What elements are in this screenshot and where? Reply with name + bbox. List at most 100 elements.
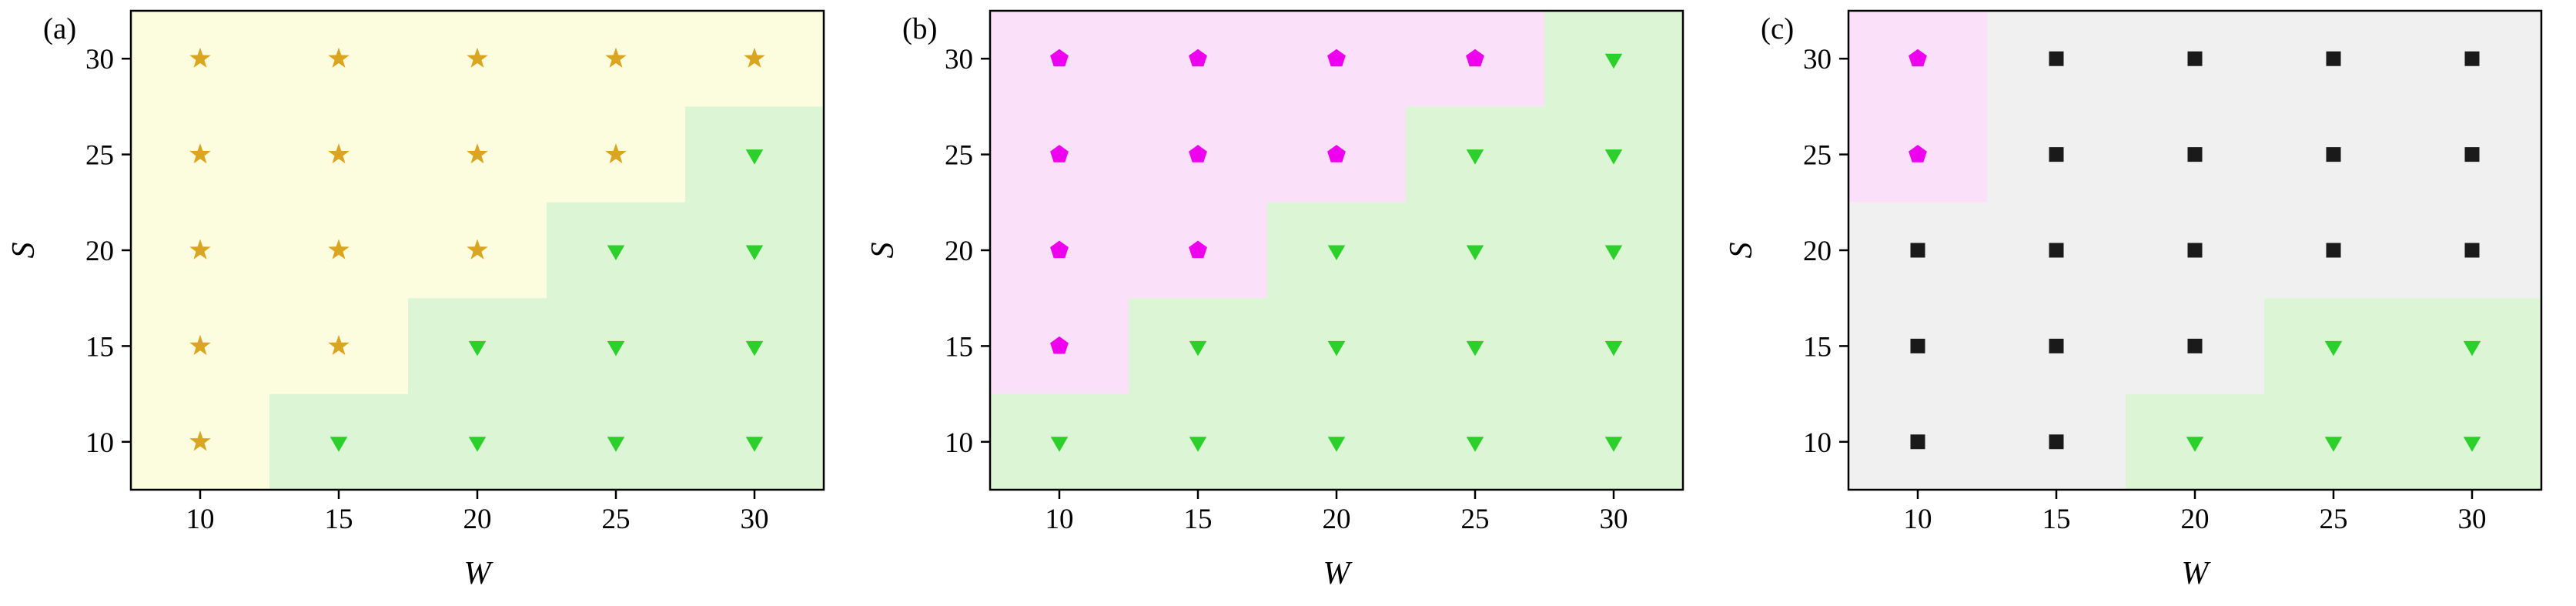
x-tick-label: 30 (741, 504, 769, 535)
marker-triangle-down (607, 340, 625, 357)
x-tick-label: 10 (186, 504, 215, 535)
x-axis-label: W (2182, 556, 2212, 591)
y-tick-label: 20 (1803, 236, 1832, 267)
region-upper-left-pink-phase (1848, 11, 1987, 203)
marker-triangle-down (1604, 53, 1622, 69)
y-tick-label: 15 (1803, 331, 1832, 363)
marker-square (2049, 147, 2064, 162)
marker-pentagon (1326, 145, 1346, 162)
marker-triangle-down (2186, 437, 2204, 452)
chart-panel-b: 10 15 20 25 30 10 15 20 25 30 W S (b) (865, 9, 1684, 591)
marker-square (2049, 51, 2064, 66)
y-tick-label: 30 (85, 44, 114, 75)
marker-star (467, 239, 488, 259)
marker-star (328, 143, 350, 164)
marker-star (467, 143, 488, 164)
marker-triangle-down (1466, 437, 1484, 452)
marker-pentagon (1326, 49, 1346, 67)
marker-pentagon (1909, 145, 1927, 162)
marker-square (2464, 243, 2480, 258)
x-tick-label: 30 (2458, 504, 2487, 535)
region-lower-right-green-phase (269, 106, 824, 490)
y-tick-label: 30 (1803, 44, 1832, 75)
y-tick-label: 25 (85, 140, 114, 172)
marker-square (1910, 243, 1925, 258)
marker-square (2049, 338, 2064, 353)
y-tick-label: 30 (945, 44, 973, 75)
marker-pentagon (1049, 336, 1069, 354)
marker-square (2049, 243, 2064, 258)
marker-pentagon (1049, 49, 1069, 67)
marker-triangle-down (1604, 437, 1622, 452)
marker-triangle-down (1466, 245, 1484, 260)
plot-frame (1847, 9, 2543, 491)
y-tick-label: 15 (85, 331, 114, 363)
chart-panel-a: 10 15 20 25 30 10 15 20 25 30 W S (a) (6, 9, 825, 591)
marker-square (1910, 338, 1925, 353)
marker-square (2326, 147, 2341, 162)
marker-triangle-down (1189, 437, 1206, 452)
y-tick-label: 15 (945, 331, 973, 363)
marker-square (2326, 243, 2341, 258)
marker-triangle-down (2463, 340, 2481, 357)
marker-triangle-down (745, 340, 764, 357)
marker-pentagon (1465, 49, 1484, 67)
y-axis-label: S (865, 243, 901, 259)
marker-triangle-down (1327, 340, 1345, 357)
y-tick-label: 10 (85, 427, 114, 459)
marker-triangle-down (1604, 245, 1622, 260)
x-tick-label: 20 (463, 504, 492, 535)
marker-square (2187, 51, 2203, 66)
marker-square (2187, 338, 2203, 353)
marker-triangle-down (2463, 437, 2481, 452)
y-axis-label: S (1724, 243, 1759, 259)
marker-pentagon (1909, 49, 1927, 67)
panel-label: (a) (43, 12, 76, 45)
marker-star (605, 47, 627, 68)
y-tick-label: 20 (85, 236, 114, 267)
y-tick-label: 25 (1803, 140, 1832, 172)
marker-triangle-down (1327, 437, 1345, 452)
marker-pentagon (1049, 145, 1069, 162)
x-tick-label: 10 (1045, 504, 1073, 535)
marker-star (328, 47, 350, 68)
marker-square (2326, 51, 2341, 66)
marker-square (2464, 147, 2480, 162)
panel-b: 10 15 20 25 30 10 15 20 25 30 W S (b) (859, 0, 1718, 606)
panel-label: (b) (902, 12, 937, 45)
marker-pentagon (1188, 145, 1207, 162)
panel-c: 10 15 20 25 30 10 15 20 25 30 W S (c) (1718, 0, 2576, 606)
marker-triangle-down (330, 437, 348, 452)
marker-square (2187, 243, 2203, 258)
y-tick-label: 10 (945, 427, 973, 459)
marker-triangle-down (1189, 340, 1206, 357)
marker-triangle-down (1050, 437, 1068, 452)
panel-a: 10 15 20 25 30 10 15 20 25 30 W S (a) (0, 0, 858, 606)
region-lower-right-green-phase (2126, 298, 2541, 490)
marker-triangle-down (1327, 245, 1345, 260)
marker-pentagon (1049, 240, 1069, 259)
marker-square (1910, 434, 1925, 450)
x-tick-label: 15 (1183, 504, 1212, 535)
marker-triangle-down (745, 245, 764, 260)
plot-frame (989, 9, 1684, 491)
marker-triangle-down (607, 437, 625, 452)
x-axis-label: W (464, 556, 494, 591)
marker-square (2049, 434, 2064, 450)
marker-triangle-down (1604, 149, 1622, 165)
marker-star (189, 430, 211, 451)
marker-triangle-down (745, 149, 764, 165)
marker-triangle-down (1466, 340, 1484, 357)
marker-triangle-down (1604, 340, 1622, 357)
x-tick-label: 20 (2181, 504, 2210, 535)
plot-frame (129, 9, 825, 491)
panel-label: (c) (1761, 12, 1794, 45)
x-axis-label: W (1323, 556, 1353, 591)
marker-triangle-down (745, 437, 764, 452)
marker-star (189, 47, 211, 68)
marker-triangle-down (1466, 149, 1484, 165)
marker-pentagon (1188, 240, 1207, 259)
marker-triangle-down (468, 437, 487, 452)
marker-star (328, 334, 350, 356)
